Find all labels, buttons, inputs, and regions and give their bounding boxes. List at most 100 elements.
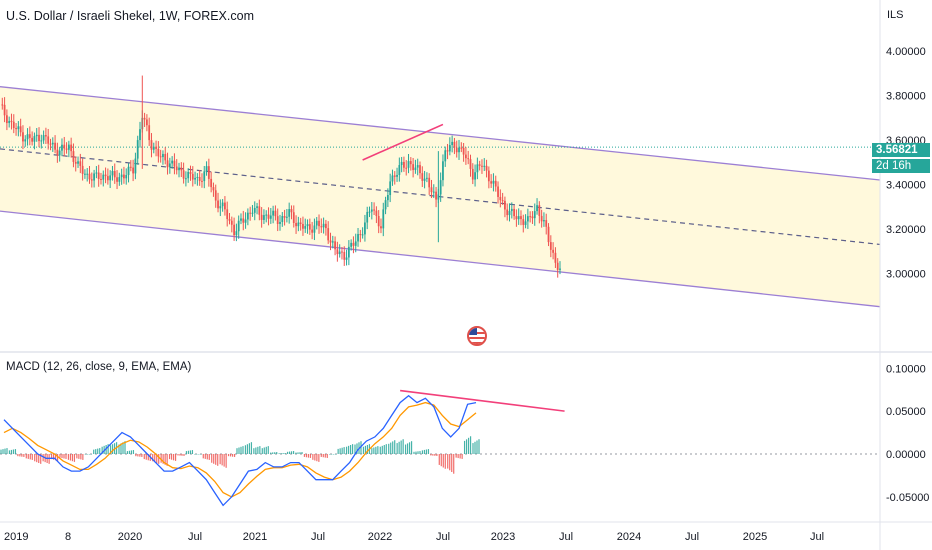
macd-histogram-bar [236, 448, 238, 454]
macd-histogram-bar [322, 454, 324, 458]
macd-histogram-bar [339, 448, 341, 454]
candle-body [38, 134, 40, 142]
candle-body [354, 241, 357, 246]
time-tick-label: Jul [810, 531, 824, 543]
candle-body [338, 251, 341, 255]
us-flag-icon[interactable] [467, 326, 487, 346]
macd-histogram-bar [14, 449, 17, 454]
candle-body [214, 190, 217, 201]
macd-histogram-bar [406, 443, 409, 454]
macd-histogram-bar [71, 454, 74, 462]
candle-body [139, 129, 141, 141]
macd-histogram-bar [23, 454, 25, 457]
candle-body [460, 147, 463, 149]
candle-body [86, 173, 89, 175]
macd-histogram-bar [427, 449, 430, 454]
macd-histogram-bar [366, 445, 369, 454]
macd-histogram-bar [408, 442, 411, 454]
macd-histogram-bar [248, 443, 251, 454]
candle-body [77, 161, 79, 164]
candle-body [306, 224, 309, 227]
macd-histogram-bar [316, 454, 318, 462]
candle-body [155, 146, 157, 149]
macd-histogram-bar [400, 440, 402, 454]
candle-body [506, 209, 509, 216]
macd-histogram-bar [419, 451, 421, 454]
candle-body [414, 167, 417, 171]
candle-body [187, 171, 190, 179]
candle-body [134, 158, 137, 174]
candle-body [109, 175, 112, 181]
macd-histogram-bar [402, 439, 404, 454]
candle-body [547, 226, 550, 243]
macd-histogram-bar [54, 454, 57, 461]
candle-body [22, 132, 24, 142]
macd-histogram-bar [259, 446, 261, 454]
macd-histogram-bar [335, 454, 337, 455]
candle-body [327, 228, 330, 241]
macd-histogram-bar [423, 449, 426, 454]
candle-body [269, 215, 272, 219]
candle-body [364, 222, 366, 235]
candle-body [453, 141, 456, 148]
candle-body [24, 139, 27, 142]
macd-histogram-bar [398, 441, 400, 454]
macd-histogram-bar [69, 454, 72, 461]
candle-body [471, 168, 474, 180]
candle-body [196, 176, 199, 178]
candle-body [74, 161, 77, 164]
macd-histogram-bar [467, 437, 470, 454]
candle-body [329, 240, 332, 243]
candle-body [90, 179, 93, 181]
candle-body [164, 153, 167, 161]
macd-histogram-bar [290, 451, 293, 454]
candle-body [407, 161, 410, 168]
macd-histogram-bar [223, 454, 225, 467]
candle-body [19, 126, 22, 133]
macd-histogram-bar [204, 454, 206, 459]
candle-body [299, 222, 302, 224]
candle-body [31, 137, 34, 142]
candle-body [171, 160, 174, 164]
macd-histogram-bar [250, 442, 253, 454]
macd-histogram-bar [432, 454, 434, 456]
candle-body [304, 226, 307, 229]
candle-body [386, 195, 389, 201]
candle-body [249, 212, 252, 214]
macd-histogram-bar [270, 452, 272, 454]
macd-histogram-bar [349, 445, 352, 454]
candle-body [366, 211, 369, 223]
macd-histogram-bar [65, 454, 67, 459]
macd-histogram-bar [185, 451, 188, 454]
time-tick-label: 8 [65, 531, 71, 543]
candle-body [384, 200, 387, 210]
candle-body [529, 216, 532, 218]
macd-line [3, 394, 477, 507]
macd-histogram-bar [38, 454, 40, 463]
candle-body [182, 170, 185, 179]
candle-body [175, 166, 178, 171]
candle-body [552, 249, 555, 253]
macd-histogram-bar [73, 454, 76, 462]
macd-histogram-bar [263, 447, 265, 454]
macd-histogram-bar [179, 454, 181, 456]
candle-body [63, 144, 66, 149]
candle-body [180, 167, 183, 171]
macd-histogram-bar [227, 454, 230, 457]
time-tick-label: Jul [188, 531, 202, 543]
candle-body [526, 216, 529, 222]
candle-body [201, 180, 203, 182]
time-tick-label: Jul [311, 531, 325, 543]
macd-histogram-bar [284, 453, 286, 454]
macd-histogram-bar [172, 454, 175, 461]
candle-body [235, 231, 238, 236]
macd-histogram-bar [124, 441, 126, 454]
macd-histogram-bar [194, 454, 196, 455]
candle-body [143, 117, 146, 120]
macd-histogram-bar [12, 449, 15, 454]
candle-body [58, 150, 61, 156]
macd-histogram-bar [219, 454, 221, 465]
macd-histogram-bar [156, 454, 158, 463]
candle-body [104, 174, 107, 177]
